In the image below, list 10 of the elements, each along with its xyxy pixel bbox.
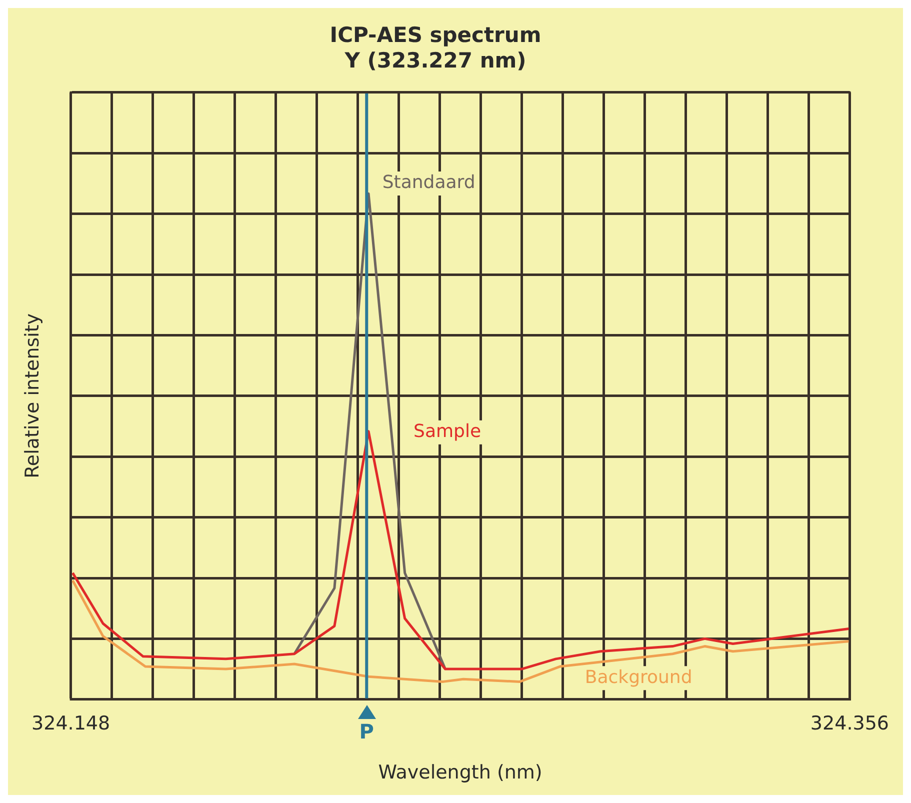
text: Sample	[414, 420, 482, 442]
x-tick-label: 324.356	[810, 712, 890, 735]
series-label: Background	[584, 666, 692, 688]
chart-subtitle: Y (323.227 nm)	[344, 48, 526, 72]
y-axis-title: Relative intensity	[21, 313, 44, 478]
x-tick-label: 324.148	[32, 712, 110, 735]
series-label: Standaard	[382, 172, 476, 194]
ref-line-label: P	[359, 720, 374, 744]
chart-title: ICP-AES spectrum	[330, 23, 542, 48]
x-axis-title: Wavelength (nm)	[378, 762, 542, 784]
